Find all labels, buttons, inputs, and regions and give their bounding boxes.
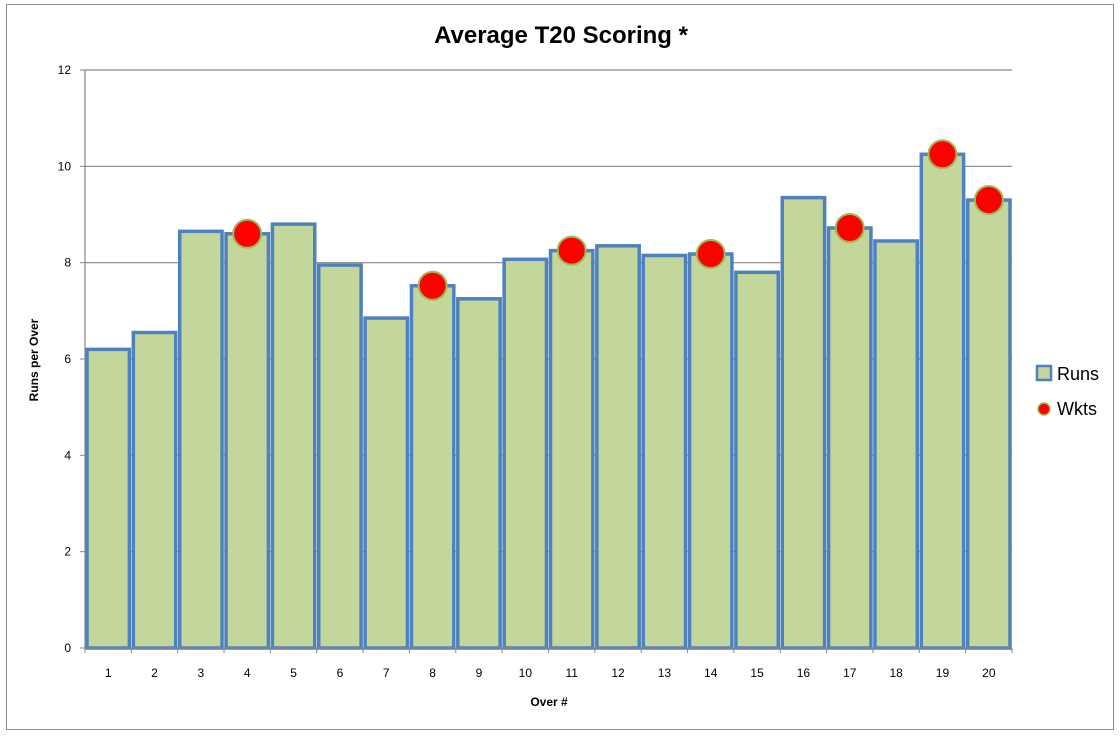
bar-runs-4 (224, 232, 271, 650)
x-tick-label: 1 (105, 666, 112, 680)
y-tick-label: 12 (58, 63, 72, 77)
bar-runs-16 (780, 195, 827, 650)
x-tick-label: 13 (658, 666, 672, 680)
x-tick-label: 17 (843, 666, 857, 680)
x-tick-label: 20 (982, 666, 996, 680)
bar-runs-17 (826, 226, 873, 650)
x-tick-label: 19 (936, 666, 950, 680)
wkts-marker-17 (834, 212, 865, 243)
x-tick-label: 2 (151, 666, 158, 680)
wkts-marker-19 (927, 139, 958, 170)
y-tick-label: 2 (64, 545, 71, 559)
x-tick-label: 3 (198, 666, 205, 680)
bar-runs-9 (456, 297, 502, 650)
bar-runs-8 (409, 284, 456, 650)
bar-runs-20 (965, 198, 1012, 650)
x-tick-label: 9 (476, 666, 483, 680)
wkts-marker-8 (417, 270, 448, 301)
x-tick-label: 5 (290, 666, 297, 680)
y-tick-label: 8 (64, 256, 71, 270)
x-tick-label: 7 (383, 666, 390, 680)
x-axis-title: Over # (530, 695, 568, 709)
bar-runs-2 (131, 330, 178, 650)
bar-runs-13 (641, 253, 688, 650)
y-tick-labels: 0 2 4 6 8 10 12 (58, 63, 72, 655)
legend-label-wkts: Wkts (1057, 399, 1097, 419)
scatter-series-wkts (232, 139, 1004, 301)
legend-label-runs: Runs (1057, 364, 1099, 384)
bar-runs-1 (85, 347, 132, 650)
bar-runs-3 (177, 229, 224, 650)
wkts-marker-4 (232, 218, 263, 249)
x-tick-label: 10 (519, 666, 533, 680)
wkts-marker-11 (556, 235, 587, 266)
bar-runs-12 (595, 244, 641, 650)
x-tick-label: 4 (244, 666, 251, 680)
bar-runs-7 (363, 316, 410, 650)
x-tick-labels: 1 2 3 4 5 6 7 8 9 10 11 12 13 14 15 16 17 18 19 20 (105, 666, 996, 680)
x-tick-label: 11 (565, 666, 578, 680)
x-tick-label: 16 (797, 666, 811, 680)
x-tick-label: 6 (337, 666, 344, 680)
y-tick-label: 4 (64, 448, 71, 462)
x-tick-label: 15 (750, 666, 764, 680)
bar-series-runs (85, 152, 1012, 650)
wkts-marker-20 (973, 185, 1004, 216)
x-tick-label: 8 (429, 666, 436, 680)
bar-runs-19 (919, 152, 966, 650)
axes (84, 70, 1013, 653)
x-tick-label: 12 (611, 666, 625, 680)
chart-title: Average T20 Scoring * (434, 22, 689, 49)
y-tick-label: 6 (64, 352, 71, 366)
bar-runs-10 (502, 257, 549, 650)
legend-swatch-runs (1035, 364, 1053, 382)
x-tick-label: 14 (704, 666, 718, 680)
wkts-marker-14 (695, 238, 726, 269)
bar-runs-6 (317, 263, 363, 650)
bar-runs-15 (734, 270, 781, 650)
bar-runs-14 (687, 252, 734, 650)
legend-marker-wkts (1037, 402, 1051, 416)
y-tick-label: 10 (58, 159, 72, 173)
legend: Runs Wkts (1035, 364, 1099, 419)
bar-runs-5 (270, 222, 317, 650)
bar-runs-11 (548, 248, 595, 650)
x-tick-label: 18 (889, 666, 903, 680)
y-tick-label: 0 (64, 641, 71, 655)
y-axis-title: Runs per Over (27, 318, 41, 401)
bar-runs-18 (873, 239, 920, 650)
